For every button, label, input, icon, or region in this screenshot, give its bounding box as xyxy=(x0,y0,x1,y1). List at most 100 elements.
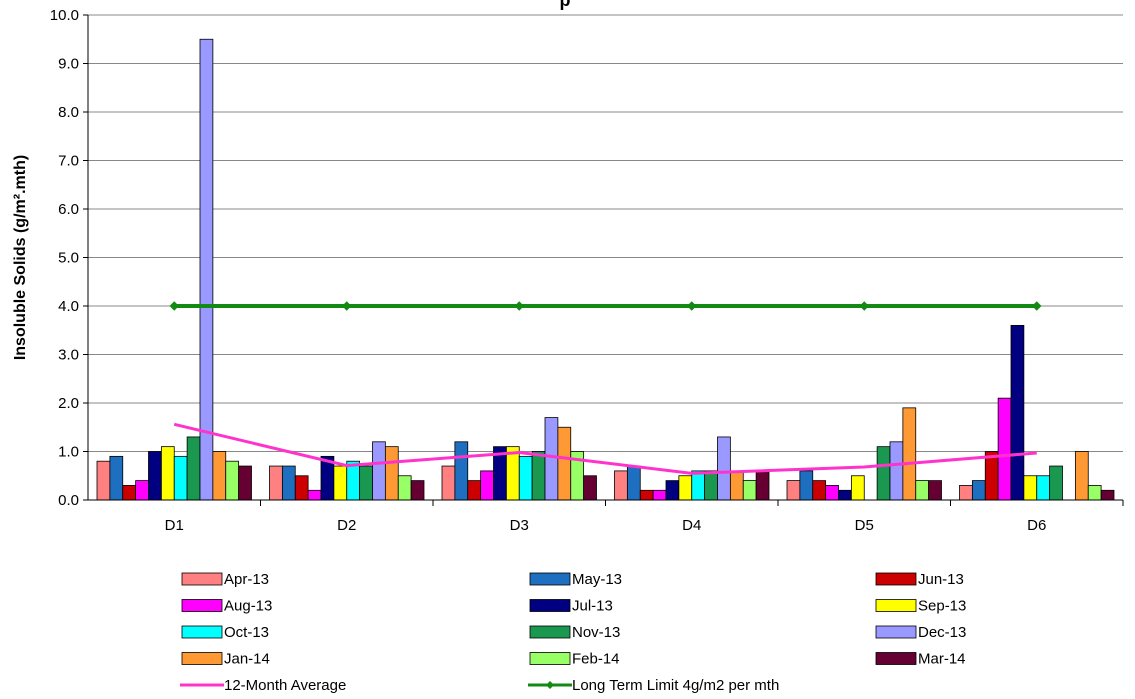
legend-label: Dec-13 xyxy=(918,624,966,641)
legend-label: Jul-13 xyxy=(572,598,613,615)
limit-marker xyxy=(514,301,524,311)
legend-swatch xyxy=(875,599,917,612)
bar-oct-13-d6 xyxy=(1036,475,1051,501)
x-tick-label: D2 xyxy=(337,517,356,534)
bar-feb-14-d5 xyxy=(915,480,930,501)
bar-jan-14-d6 xyxy=(1074,451,1089,501)
y-tick-label: 7.0 xyxy=(58,153,79,170)
bar-feb-14-d4 xyxy=(742,480,757,501)
y-tick-label: 5.0 xyxy=(58,250,79,267)
legend-swatch xyxy=(529,599,571,612)
x-tick-label: D3 xyxy=(510,517,529,534)
bar-apr-13-d2 xyxy=(269,465,283,501)
y-tick-label: 3.0 xyxy=(58,347,79,364)
bar-feb-14-d2 xyxy=(397,475,412,501)
bar-may-13-d2 xyxy=(281,465,296,501)
bar-nov-13-d1 xyxy=(186,436,201,501)
limit-marker xyxy=(687,301,697,311)
y-axis-title: Insoluble Solids (g/m².mth) xyxy=(12,155,29,360)
bar-jan-14-d1 xyxy=(212,451,227,501)
y-tick-label: 8.0 xyxy=(58,104,79,121)
bar-sep-13-d5 xyxy=(850,475,865,501)
bar-aug-13-d4 xyxy=(652,489,667,501)
bar-dec-13-d4 xyxy=(717,436,731,501)
y-tick-label: 10.0 xyxy=(50,7,79,24)
x-tick-label: D5 xyxy=(855,517,874,534)
bar-may-13-d3 xyxy=(454,441,469,501)
legend-swatch xyxy=(875,572,917,586)
limit-marker xyxy=(1032,301,1042,311)
bar-jun-13-d4 xyxy=(639,489,654,501)
bar-jan-14-d2 xyxy=(384,446,399,501)
legend-swatch xyxy=(181,599,223,612)
bar-jul-13-d5 xyxy=(838,489,852,501)
y-tick-label: 4.0 xyxy=(58,298,79,315)
y-tick-label: 9.0 xyxy=(58,56,79,73)
bar-mar-14-d2 xyxy=(410,480,425,501)
bar-apr-13-d6 xyxy=(959,485,973,501)
line-series-average xyxy=(173,422,1037,475)
legend-swatch xyxy=(875,652,917,665)
legend-swatch xyxy=(181,652,223,665)
legend-swatch xyxy=(181,572,223,586)
bar-sep-13-d6 xyxy=(1023,475,1038,501)
bar-jun-13-d1 xyxy=(122,485,137,501)
legend-swatch xyxy=(529,652,571,665)
bar-nov-13-d3 xyxy=(531,451,546,501)
bar-nov-13-d5 xyxy=(876,446,891,501)
legend-swatch xyxy=(875,625,917,639)
bar-may-13-d5 xyxy=(799,470,814,501)
legend-swatch xyxy=(181,625,223,639)
bar-aug-13-d6 xyxy=(997,397,1012,501)
bar-mar-14-d4 xyxy=(755,470,770,501)
bar-jun-13-d3 xyxy=(467,480,482,501)
x-tick-label: D1 xyxy=(165,517,184,534)
bar-feb-14-d6 xyxy=(1087,485,1102,501)
x-tick-label: D6 xyxy=(1027,517,1046,534)
legend-marker xyxy=(546,681,554,689)
bar-dec-13-d3 xyxy=(544,417,559,501)
legend-label: Aug-13 xyxy=(224,598,272,615)
bar-sep-13-d2 xyxy=(333,465,348,501)
legend-swatch xyxy=(529,572,571,586)
legend-swatch xyxy=(529,625,571,639)
limit-marker xyxy=(342,301,352,311)
legend-label: Sep-13 xyxy=(918,598,966,615)
bar-mar-14-d1 xyxy=(238,465,252,501)
bar-aug-13-d5 xyxy=(825,485,839,501)
legend-label: Long Term Limit 4g/m2 per mth xyxy=(572,677,779,694)
bar-jun-13-d2 xyxy=(294,475,309,501)
bar-dec-13-d2 xyxy=(372,441,386,501)
chart-title: p xyxy=(560,0,571,10)
bar-nov-13-d4 xyxy=(704,470,718,501)
bar-sep-13-d1 xyxy=(160,446,175,501)
bar-oct-13-d2 xyxy=(346,460,361,501)
bar-aug-13-d2 xyxy=(307,489,322,501)
legend-label: Nov-13 xyxy=(572,624,620,641)
bar-nov-13-d6 xyxy=(1049,465,1063,501)
bar-jan-14-d4 xyxy=(729,470,744,501)
bar-aug-13-d1 xyxy=(135,480,149,501)
bar-jan-14-d5 xyxy=(902,407,917,501)
bar-dec-13-d5 xyxy=(889,441,904,501)
bar-mar-14-d5 xyxy=(928,480,942,501)
legend-label: Jun-13 xyxy=(918,571,964,588)
bar-feb-14-d1 xyxy=(225,460,240,501)
bar-may-13-d6 xyxy=(971,480,986,501)
legend-label: Mar-14 xyxy=(918,651,966,668)
bar-jan-14-d3 xyxy=(557,426,572,501)
bar-jul-13-d4 xyxy=(665,480,680,501)
bar-apr-13-d1 xyxy=(96,460,111,501)
legend-label: Apr-13 xyxy=(224,571,269,588)
y-tick-label: 1.0 xyxy=(58,444,79,461)
legend-label: Jan-14 xyxy=(224,651,270,668)
legend-label: Oct-13 xyxy=(224,624,269,641)
bar-jul-13-d1 xyxy=(148,451,162,501)
bar-sep-13-d4 xyxy=(678,475,693,501)
limit-marker xyxy=(859,301,869,311)
bar-mar-14-d3 xyxy=(583,475,597,501)
y-tick-label: 0.0 xyxy=(58,492,79,509)
bar-oct-13-d1 xyxy=(173,455,188,501)
